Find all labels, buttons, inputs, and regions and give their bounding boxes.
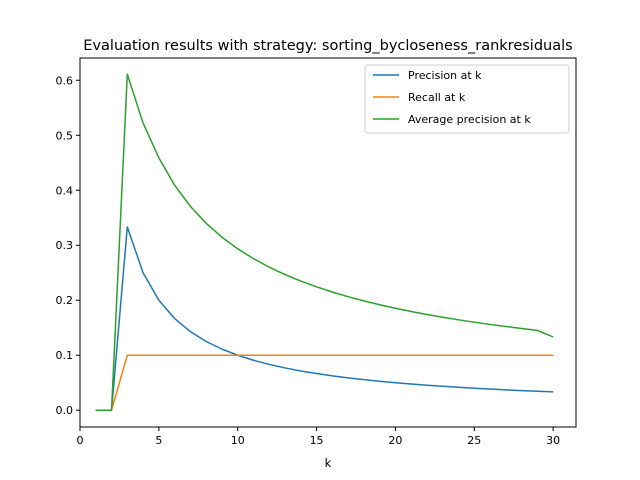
x-axis-label: k (325, 456, 332, 470)
series-line-2 (95, 354, 554, 411)
legend: Precision at k Recall at k Average precisi… (364, 64, 570, 134)
y-tick-label: 0.4 (56, 184, 74, 197)
x-tick-label: 10 (231, 434, 245, 447)
legend-box (364, 64, 570, 134)
x-tick-label: 25 (467, 434, 481, 447)
legend-label: Average precision at k (408, 113, 531, 126)
axes-frame (79, 57, 577, 428)
series-line-3 (95, 73, 554, 411)
y-tick-label: 0.2 (56, 294, 74, 307)
legend-label: Precision at k (408, 69, 482, 82)
chart-title: Evaluation results with strategy: sortin… (83, 38, 572, 54)
x-tick-label: 20 (388, 434, 402, 447)
x-tick-label: 15 (310, 434, 324, 447)
legend-label: Recall at k (408, 91, 466, 104)
y-tick-label: 0.1 (56, 349, 74, 362)
x-tick-label: 0 (77, 434, 84, 447)
y-tick-label: 0.0 (56, 404, 74, 417)
y-tick-label: 0.3 (56, 239, 74, 252)
y-tick-label: 0.5 (56, 129, 74, 142)
plot-area: 0 5 10 15 20 25 30 0.0 0.1 0.2 0.3 0.4 0.5 0.6 (56, 73, 560, 447)
series-line-1 (95, 226, 554, 411)
x-tick-label: 30 (546, 434, 560, 447)
x-tick-label: 5 (155, 434, 162, 447)
y-tick-label: 0.6 (56, 74, 74, 87)
